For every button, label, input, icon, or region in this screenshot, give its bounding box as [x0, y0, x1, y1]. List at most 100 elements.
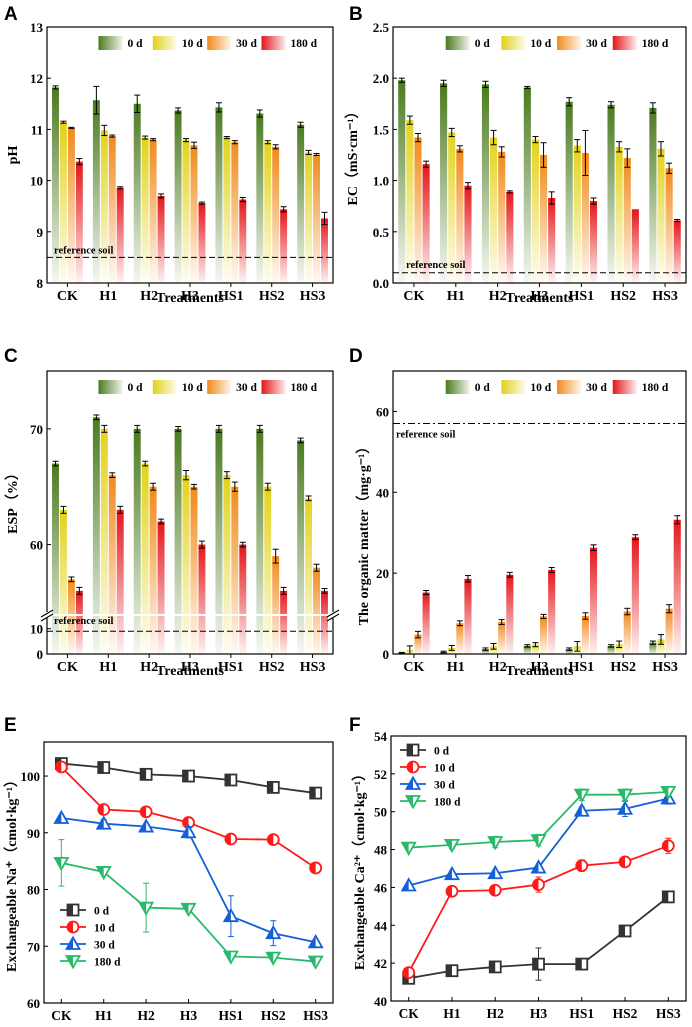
marker-fill	[532, 861, 539, 873]
bar	[174, 428, 182, 654]
x-tick-label: HS2	[259, 660, 285, 675]
y-axis-label: pH	[6, 146, 21, 165]
marker-fill	[406, 777, 413, 789]
bar	[531, 139, 539, 283]
bar	[264, 142, 272, 283]
panel-label: E	[4, 715, 17, 736]
bar	[506, 574, 514, 654]
bar	[464, 578, 472, 654]
panel-label: B	[349, 4, 363, 25]
marker-fill	[619, 856, 626, 868]
bar	[615, 644, 623, 654]
bar	[321, 218, 328, 283]
bar	[182, 140, 190, 283]
x-tick-label: CK	[57, 289, 78, 304]
chart-panel-A: 8 9 10 11 12 13 CK H1 H2 H3 HS1 HS2 HS3 0 d 10 d 30 d 18…	[4, 4, 334, 306]
chart-panel-F: 40 42 44 46 48 50 52 54 CK H1 H2 H3 HS1 HS2 HS3 0 d 10 d…	[349, 715, 687, 1027]
reference-label: reference soil	[54, 245, 113, 256]
legend-swatch	[501, 36, 526, 50]
y-tick-label: 0.0	[373, 276, 389, 291]
bar	[215, 107, 223, 283]
y-axis-label: Exchangeable Na⁺（cmol·kg⁻¹）	[4, 773, 20, 972]
y-tick-label: 40	[376, 485, 389, 500]
x-tick-label: HS2	[259, 289, 285, 304]
marker-fill	[445, 839, 452, 852]
y-tick-label: 8	[37, 276, 44, 291]
x-tick-label: HS3	[652, 289, 678, 304]
legend-label: 30 d	[94, 940, 115, 952]
y-tick-label: 46	[374, 880, 388, 895]
axis-break-mark	[326, 613, 340, 622]
marker-fill	[662, 840, 669, 852]
bar	[498, 151, 506, 283]
x-tick-label: HS3	[656, 1006, 681, 1021]
bar	[649, 642, 657, 654]
legend-swatch	[261, 380, 286, 394]
bar	[615, 146, 623, 283]
y-tick-label: 60	[30, 538, 43, 553]
marker-fill	[66, 937, 73, 949]
bar	[422, 164, 430, 283]
marker-fill	[139, 902, 147, 915]
y-axis-label: Exchangeable Ca²⁺（cmol·kg⁻¹）	[352, 767, 368, 970]
bar	[116, 187, 124, 283]
x-tick-label: H2	[137, 1008, 155, 1023]
reference-label: reference soil	[54, 616, 113, 627]
legend-swatch	[152, 380, 177, 394]
x-tick-label: HS1	[569, 660, 595, 675]
x-tick-label: HS3	[300, 660, 326, 675]
legend-label: 10 d	[182, 38, 203, 50]
axis-break-gap	[46, 612, 49, 618]
x-axis-label: Treatment	[507, 1025, 570, 1027]
bar	[464, 185, 472, 283]
bar	[231, 486, 239, 654]
legend-swatch	[612, 36, 637, 50]
bar	[398, 80, 406, 283]
x-tick-label: H3	[531, 660, 549, 675]
bar	[565, 649, 573, 654]
bar	[256, 428, 264, 654]
marker-fill	[224, 951, 231, 963]
y-tick-label: 2.5	[373, 20, 390, 35]
reference-label: reference soil	[406, 260, 465, 271]
marker-fill	[266, 926, 274, 939]
plot-frame	[46, 370, 334, 655]
bar	[313, 567, 321, 654]
marker-fill	[533, 958, 539, 970]
bar	[490, 646, 498, 654]
y-tick-label: 13	[30, 20, 44, 35]
bar	[108, 136, 116, 283]
legend-label: 10 d	[94, 923, 115, 935]
marker-fill	[576, 860, 582, 872]
marker-fill	[532, 835, 539, 847]
bar	[623, 158, 631, 283]
marker-fill	[309, 935, 316, 948]
bar	[297, 440, 305, 654]
bar	[75, 590, 83, 654]
bar	[157, 195, 165, 283]
marker-fill	[183, 770, 189, 782]
marker-fill	[309, 956, 316, 969]
plot-frame	[392, 26, 687, 284]
marker-fill	[618, 802, 626, 814]
marker-fill	[618, 789, 626, 802]
legend-label: 10 d	[530, 38, 551, 50]
x-tick-label: CK	[51, 1008, 72, 1023]
bar	[657, 148, 665, 283]
bar	[59, 509, 67, 654]
y-tick-label: 44	[374, 918, 388, 933]
legend-label: 180 d	[291, 38, 318, 50]
bar	[52, 87, 59, 283]
x-tick-label: H1	[447, 660, 465, 675]
bar	[239, 199, 247, 283]
y-tick-label: 0	[37, 647, 44, 662]
x-tick-label: H3	[181, 289, 199, 304]
bar	[133, 103, 141, 283]
y-tick-label: 52	[374, 767, 387, 782]
marker-fill	[225, 833, 231, 845]
marker-fill	[97, 817, 104, 829]
x-tick-label: HS2	[613, 1006, 638, 1021]
legend-label: 10 d	[182, 382, 203, 394]
marker-fill	[67, 921, 73, 933]
marker-fill	[225, 774, 231, 786]
